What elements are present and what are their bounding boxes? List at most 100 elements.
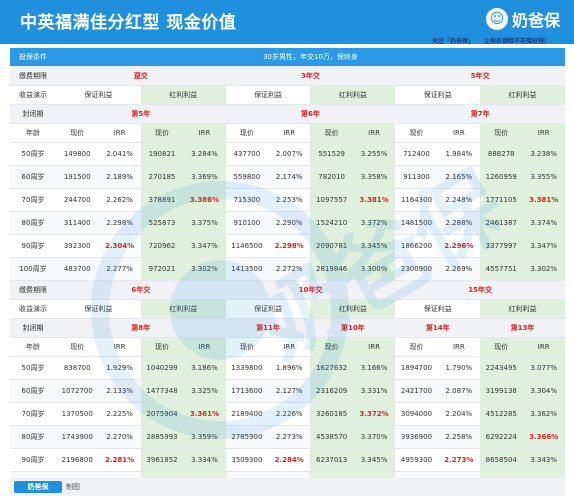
irr-cell: 1.984% (445, 150, 473, 158)
dividend-header: 红利利益 (310, 300, 396, 318)
irr-cell: 3.372% (352, 212, 396, 234)
irr-cell: 3.334% (183, 449, 226, 471)
column-header-row: 年龄 现价 IRR 现价 IRR 现价 IRR 现价 IRR 现价 IRR 现价 IRR (10, 124, 565, 143)
guaranteed-header: 保证利益 (254, 305, 283, 313)
irr-cell: 2.248% (445, 196, 473, 204)
age-cell: 50周岁 (21, 150, 45, 158)
irr-cell: 3.366% (522, 426, 565, 448)
irr-cell: 3.362% (522, 403, 565, 425)
irr-cell: 2.284% (274, 456, 304, 464)
guaranteed-header: 保证利益 (254, 91, 283, 99)
cash-value-cell: 2785900 (231, 433, 263, 441)
lock-period-cell: 第5年 (131, 110, 151, 118)
cash-value-cell: 720962 (140, 235, 184, 257)
irr-cell: 1.896% (275, 364, 303, 372)
irr-cell: 3.304% (522, 380, 565, 402)
cash-value-cell: 1339800 (231, 364, 263, 372)
data-row: 80周岁 311400 2.298% 525873 3.375% 910100 2.290%… (10, 212, 565, 235)
cash-value-cell: 6292224 (480, 426, 523, 448)
irr-cell: 3.355% (522, 166, 565, 188)
lock-period-label: 封闭期 (22, 324, 44, 332)
guaranteed-header: 保证利益 (423, 91, 452, 99)
lock-period-row: 封闭期 第8年 第11年 第10年 第14年 第13年 (10, 319, 565, 338)
cash-value-header: 现价 (70, 129, 85, 137)
irr-cell: 3.374% (522, 212, 565, 234)
cash-value-table: 投保条件 30岁男性，年交10万，保终身 缴费期限 趸交 3年交 5年交 收益演示 保证利益红… (10, 48, 565, 495)
cash-value-cell: 3936900 (400, 433, 433, 441)
cash-value-cell: 4557751 (480, 258, 523, 280)
cash-value-cell: 3961852 (140, 449, 184, 471)
irr-cell: 2.127% (275, 387, 303, 395)
irr-cell: 2.007% (275, 150, 303, 158)
cash-value-cell: 551529 (310, 143, 353, 165)
irr-header: IRR (183, 124, 226, 142)
irr-header: IRR (113, 343, 126, 351)
irr-cell: 3.302% (183, 258, 226, 280)
age-cell: 100周岁 (19, 265, 47, 273)
irr-header: IRR (113, 129, 126, 137)
irr-cell: 2.290% (275, 219, 303, 227)
cash-value-cell: 378891 (140, 189, 184, 211)
irr-cell: 3.381% (352, 189, 396, 211)
irr-cell: 2.281% (105, 456, 135, 464)
data-row: 70周岁 1370500 2.225% 2075904 3.361% 2189400 2.2… (10, 403, 565, 426)
cash-value-cell: 3199138 (480, 380, 523, 402)
cash-value-cell: 3260185 (310, 403, 353, 425)
irr-cell: 2.225% (106, 410, 133, 418)
cash-value-cell: 910100 (233, 219, 261, 227)
irr-cell: 2.272% (275, 265, 303, 273)
lock-period-cell: 第8年 (131, 324, 151, 332)
cash-value-cell: 1771105 (480, 189, 523, 211)
irr-cell: 3.358% (352, 166, 396, 188)
irr-cell: 3.300% (352, 258, 396, 280)
pay-term-cell: 10年交 (298, 286, 323, 294)
data-row: 50周岁 838700 1.929% 1040299 3.186% 1339800 1.89… (10, 357, 565, 380)
irr-cell: 3.345% (352, 449, 396, 471)
cash-value-cell: 244700 (63, 196, 91, 204)
slogan-follow: 关注「奶爸保」 (432, 38, 475, 45)
cash-value-cell: 483700 (63, 265, 91, 273)
data-row: 70周岁 244700 2.262% 378891 3.386% 715300 2.253%… (10, 189, 565, 212)
irr-cell: 1.790% (445, 364, 473, 372)
irr-cell: 2.304% (105, 242, 135, 250)
guaranteed-header: 保证利益 (84, 305, 113, 313)
cash-value-cell: 6237013 (310, 449, 353, 471)
irr-header: IRR (452, 129, 465, 137)
cash-value-cell: 1477348 (140, 380, 184, 402)
cash-value-cell: 2090781 (310, 235, 353, 257)
footer-logo: 奶爸保 (14, 481, 62, 493)
age-header: 年龄 (26, 343, 40, 351)
cash-value-cell: 2075904 (140, 403, 184, 425)
irr-cell: 3.347% (183, 235, 226, 257)
cash-value-cell: 191500 (63, 173, 91, 181)
age-cell: 60周岁 (21, 173, 45, 181)
irr-cell: 1.929% (106, 364, 133, 372)
cash-value-cell: 2316209 (310, 380, 353, 402)
cash-value-cell: 911300 (403, 173, 430, 181)
cash-value-cell: 190821 (140, 143, 184, 165)
cash-value-cell: 888278 (480, 143, 523, 165)
data-row: 100周岁 483700 2.277% 972021 3.302% 1413500 2.27… (10, 258, 565, 281)
cash-value-header: 现价 (239, 343, 254, 351)
irr-header: IRR (452, 343, 465, 351)
age-cell: 60周岁 (21, 387, 45, 395)
cash-value-cell: 1866200 (400, 242, 433, 250)
irr-cell: 2.165% (445, 173, 473, 181)
footer: 奶爸保 制图 (10, 478, 565, 496)
irr-cell: 3.343% (522, 449, 565, 471)
irr-cell: 3.255% (352, 143, 396, 165)
cash-value-cell: 4959300 (400, 456, 433, 464)
age-cell: 50周岁 (21, 364, 45, 372)
irr-cell: 3.166% (352, 357, 396, 379)
irr-cell: 2.273% (444, 456, 474, 464)
cash-value-header: 现价 (409, 343, 424, 351)
lock-period-cell: 第13年 (510, 324, 535, 332)
age-cell: 90周岁 (21, 456, 45, 464)
benefit-header-row: 收益演示 保证利益 红利利益 保证利益 红利利益 保证利益 红利利益 (10, 300, 565, 319)
cash-value-cell: 1413500 (231, 265, 263, 273)
cash-value-cell: 1524210 (310, 212, 353, 234)
cash-value-cell: 270185 (140, 166, 184, 188)
cash-value-cell: 1894700 (400, 364, 433, 372)
irr-cell: 3.361% (183, 403, 226, 425)
